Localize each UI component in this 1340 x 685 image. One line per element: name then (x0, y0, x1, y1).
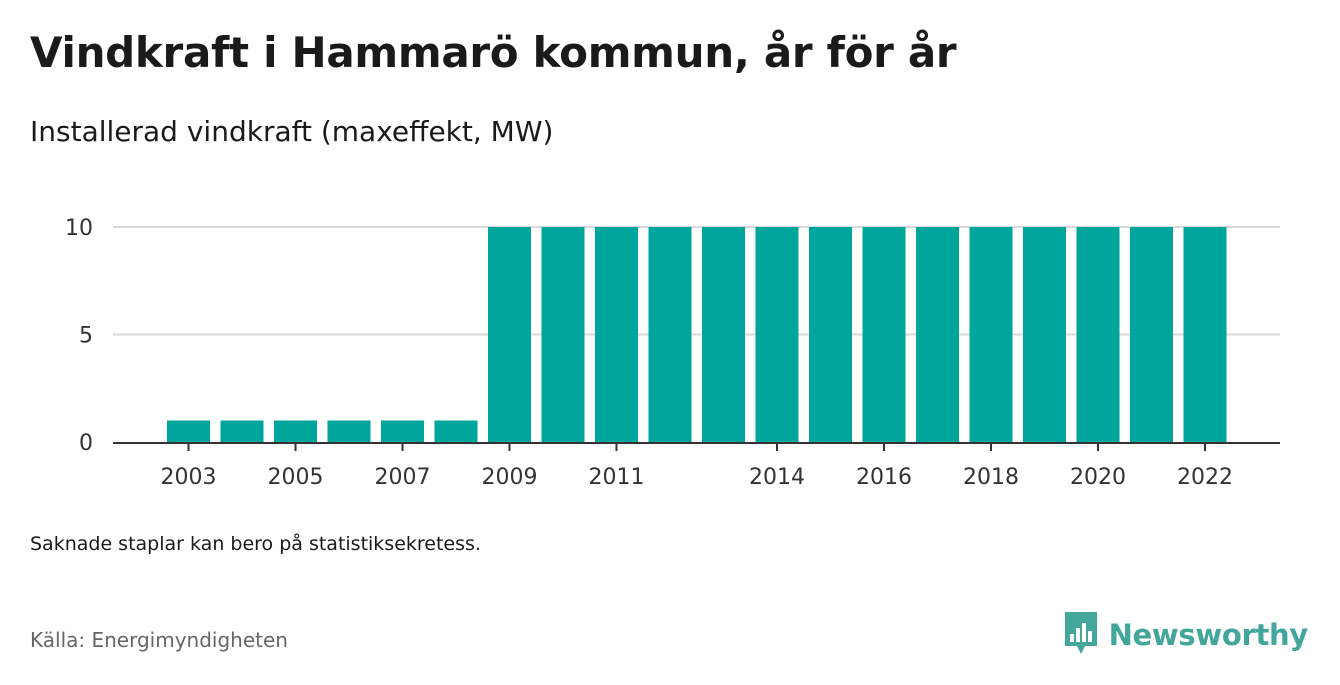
x-tick-label: 2005 (268, 465, 324, 490)
bar (327, 420, 371, 442)
bar-chart-speech-bubble-icon (1063, 610, 1099, 660)
x-tick-label: 2022 (1177, 465, 1233, 490)
bar (862, 227, 906, 442)
bar (1130, 227, 1173, 442)
bar (381, 420, 424, 442)
y-tick-label: 5 (79, 324, 93, 349)
bar-chart: 0 5 10 2003 2005 2007 2009 2011 2014 2016 2018 202… (65, 216, 1280, 490)
page-title: Vindkraft i Hammarö kommun, år för år (30, 28, 957, 77)
x-tick-label: 2020 (1070, 465, 1126, 490)
x-tick-label: 2009 (482, 465, 538, 490)
bar (1023, 227, 1066, 442)
bar (916, 227, 959, 442)
bar (541, 227, 585, 442)
bar (274, 420, 317, 442)
bar (488, 227, 531, 442)
bar (755, 227, 799, 442)
bar (702, 227, 745, 442)
source-credit: Källa: Energimyndigheten (30, 628, 288, 652)
x-tick-label: 2003 (161, 465, 217, 490)
x-tick-label: 2007 (375, 465, 431, 490)
footnote: Saknade staplar kan bero på statistiksek… (30, 533, 481, 555)
bar (595, 227, 638, 442)
x-tick-label: 2018 (963, 465, 1019, 490)
bar (1076, 227, 1120, 442)
brand-name: Newsworthy (1108, 618, 1309, 652)
x-tick-label: 2011 (589, 465, 645, 490)
y-axis-ticks: 0 5 10 (65, 216, 93, 456)
bar (220, 420, 264, 442)
bar (434, 420, 478, 442)
x-tick-label: 2014 (749, 465, 805, 490)
x-tick-label: 2016 (856, 465, 912, 490)
y-tick-label: 10 (65, 216, 93, 241)
bar (969, 227, 1013, 442)
brand-logo[interactable]: Newsworthy (1063, 610, 1308, 660)
bar (1183, 227, 1227, 442)
chart-subtitle: Installerad vindkraft (maxeffekt, MW) (30, 115, 554, 148)
y-tick-label: 0 (79, 431, 93, 456)
bar (809, 227, 852, 442)
bar (648, 227, 692, 442)
x-axis-ticks: 2003 2005 2007 2009 2011 2014 2016 2018 2020 2022 (161, 444, 1233, 490)
bar (167, 420, 210, 442)
bars (167, 227, 1227, 442)
